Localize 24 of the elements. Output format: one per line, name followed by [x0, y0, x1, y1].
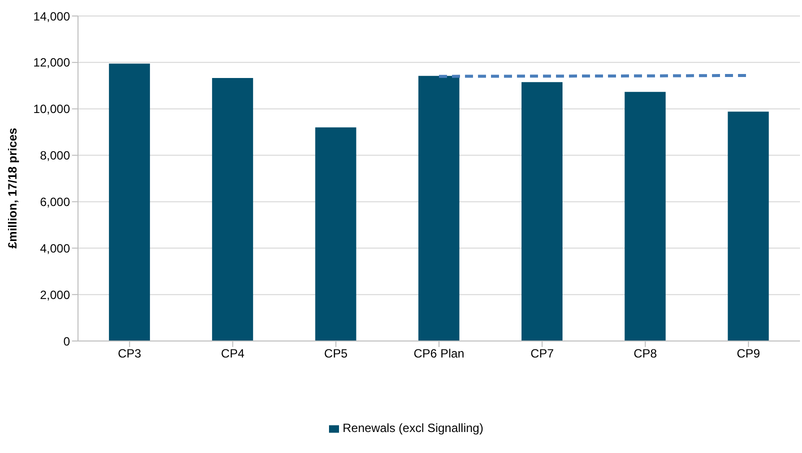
- y-tick-label: 4,000: [40, 241, 70, 256]
- bar: [315, 127, 356, 341]
- x-tick-label: CP6 Plan: [414, 346, 464, 361]
- bar: [522, 82, 563, 341]
- y-tick-label: 10,000: [33, 102, 70, 116]
- x-tick-label: CP5: [324, 346, 348, 361]
- y-tick-label: 8,000: [40, 148, 70, 163]
- bar: [728, 112, 769, 341]
- y-tick-label: 14,000: [33, 9, 70, 24]
- y-tick-label: 2,000: [40, 288, 70, 302]
- legend-label: Renewals (excl Signalling): [342, 421, 484, 435]
- x-tick-label: CP8: [634, 346, 658, 361]
- y-tick-label: 12,000: [33, 56, 70, 70]
- bar: [212, 78, 254, 341]
- x-tick-label: CP3: [118, 346, 142, 361]
- bar: [418, 76, 460, 341]
- bar: [108, 64, 150, 341]
- y-tick-label: 6,000: [40, 194, 70, 209]
- x-tick-label: CP9: [736, 346, 760, 361]
- y-tick-label: 0: [63, 334, 70, 348]
- bar: [624, 92, 666, 341]
- x-tick-label: CP4: [221, 346, 245, 361]
- x-tick-label: CP7: [530, 346, 554, 361]
- y-axis-title: £million, 17/18 prices: [5, 127, 20, 248]
